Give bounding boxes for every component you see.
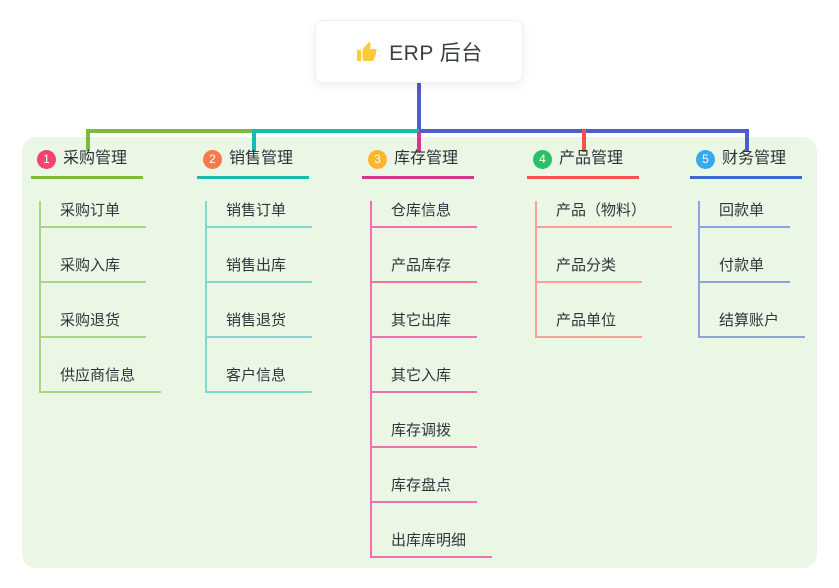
branch-product: 4 产品管理 产品（物料） 产品分类 产品单位 — [527, 148, 673, 338]
node-outbound-detail[interactable]: 出库库明细 — [372, 531, 493, 558]
branch-inventory-header[interactable]: 3 库存管理 — [362, 148, 475, 179]
node-label: 其它入库 — [391, 367, 452, 384]
root-label: ERP 后台 — [389, 41, 483, 65]
node-receipt-order[interactable]: 回款单 — [700, 201, 791, 228]
node-payment-order[interactable]: 付款单 — [700, 256, 791, 283]
branch-sales-children: 销售订单 销售出库 销售退货 客户信息 — [205, 201, 313, 393]
node-stock-transfer[interactable]: 库存调拨 — [372, 421, 478, 448]
badge-2: 2 — [203, 149, 222, 169]
branch-product-children: 产品（物料） 产品分类 产品单位 — [535, 201, 673, 338]
node-other-inbound[interactable]: 其它入库 — [372, 366, 478, 393]
branch-inventory-label: 库存管理 — [394, 150, 459, 167]
node-settlement-account[interactable]: 结算账户 — [700, 311, 806, 338]
node-label: 销售出库 — [226, 257, 287, 274]
branch-finance-children: 回款单 付款单 结算账户 — [698, 201, 806, 338]
node-purchase-return[interactable]: 采购退货 — [41, 311, 147, 338]
node-purchase-order[interactable]: 采购订单 — [41, 201, 147, 228]
connector-drop-sales — [252, 129, 256, 151]
node-label: 采购订单 — [60, 202, 121, 219]
connector-horizontal-left — [86, 129, 254, 133]
connector-root-stem — [417, 83, 421, 132]
branch-inventory: 3 库存管理 仓库信息 产品库存 其它出库 其它入库 库存调拨 库存盘点 — [362, 148, 493, 558]
node-label: 结算账户 — [719, 312, 780, 329]
node-label: 付款单 — [719, 257, 765, 274]
connector-drop-finance — [745, 129, 749, 151]
connector-drop-product — [582, 129, 586, 152]
branch-purchase: 1 采购管理 采购订单 采购入库 采购退货 供应商信息 — [31, 148, 162, 393]
node-product-unit[interactable]: 产品单位 — [537, 311, 643, 338]
branch-product-header[interactable]: 4 产品管理 — [527, 148, 640, 179]
node-warehouse-info[interactable]: 仓库信息 — [372, 201, 478, 228]
node-sales-return[interactable]: 销售退货 — [207, 311, 313, 338]
branch-purchase-header[interactable]: 1 采购管理 — [31, 148, 144, 179]
root-node[interactable]: ERP 后台 — [315, 20, 523, 83]
connector-horizontal-mid — [254, 129, 419, 133]
node-product-category[interactable]: 产品分类 — [537, 256, 643, 283]
node-purchase-inbound[interactable]: 采购入库 — [41, 256, 147, 283]
node-supplier-info[interactable]: 供应商信息 — [41, 366, 162, 393]
node-stock-check[interactable]: 库存盘点 — [372, 476, 478, 503]
node-label: 出库库明细 — [391, 532, 467, 549]
branch-sales-label: 销售管理 — [229, 150, 294, 167]
branch-purchase-label: 采购管理 — [63, 150, 128, 167]
node-label: 产品分类 — [556, 257, 617, 274]
branches-panel — [22, 137, 817, 568]
node-other-outbound[interactable]: 其它出库 — [372, 311, 478, 338]
badge-4: 4 — [533, 149, 552, 169]
branch-finance: 5 财务管理 回款单 付款单 结算账户 — [690, 148, 806, 338]
node-label: 仓库信息 — [391, 202, 452, 219]
badge-1: 1 — [37, 149, 56, 169]
node-label: 库存盘点 — [391, 477, 452, 494]
node-label: 采购入库 — [60, 257, 121, 274]
branch-finance-label: 财务管理 — [722, 150, 787, 167]
node-label: 销售退货 — [226, 312, 287, 329]
branch-inventory-children: 仓库信息 产品库存 其它出库 其它入库 库存调拨 库存盘点 出库库明细 — [370, 201, 493, 558]
badge-5: 5 — [696, 149, 715, 169]
branch-sales: 2 销售管理 销售订单 销售出库 销售退货 客户信息 — [197, 148, 313, 393]
node-label: 客户信息 — [226, 367, 287, 384]
branch-sales-header[interactable]: 2 销售管理 — [197, 148, 310, 179]
node-label: 其它出库 — [391, 312, 452, 329]
node-label: 产品库存 — [391, 257, 452, 274]
connector-drop-purchase — [86, 129, 90, 151]
node-label: 产品（物料） — [556, 202, 647, 219]
node-label: 采购退货 — [60, 312, 121, 329]
thumbs-up-icon — [355, 40, 379, 64]
node-sales-order[interactable]: 销售订单 — [207, 201, 313, 228]
node-product-material[interactable]: 产品（物料） — [537, 201, 673, 228]
node-label: 回款单 — [719, 202, 765, 219]
node-label: 产品单位 — [556, 312, 617, 329]
node-label: 库存调拨 — [391, 422, 452, 439]
badge-3: 3 — [368, 149, 387, 169]
node-label: 供应商信息 — [60, 367, 136, 384]
branch-finance-header[interactable]: 5 财务管理 — [690, 148, 803, 179]
branch-product-label: 产品管理 — [559, 150, 624, 167]
node-customer-info[interactable]: 客户信息 — [207, 366, 313, 393]
node-sales-outbound[interactable]: 销售出库 — [207, 256, 313, 283]
connector-drop-inventory — [417, 132, 421, 152]
branch-purchase-children: 采购订单 采购入库 采购退货 供应商信息 — [39, 201, 162, 393]
node-product-stock[interactable]: 产品库存 — [372, 256, 478, 283]
node-label: 销售订单 — [226, 202, 287, 219]
